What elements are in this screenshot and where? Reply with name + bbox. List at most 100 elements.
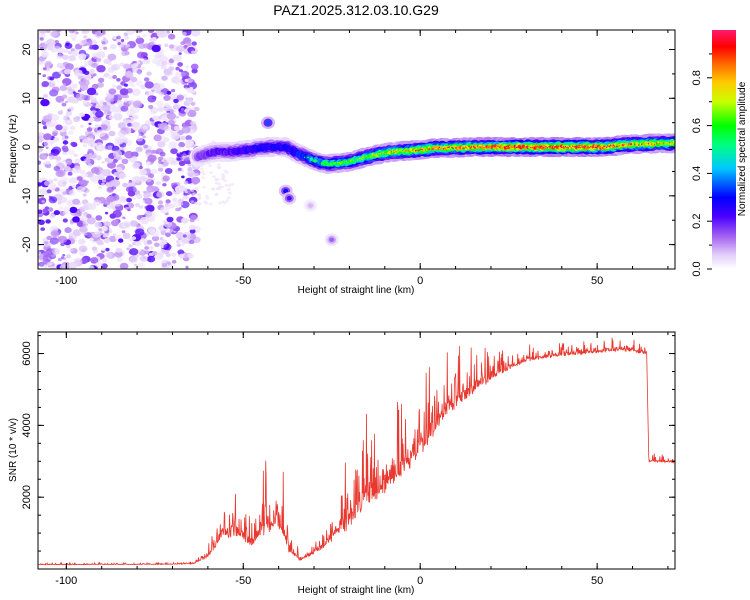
noise-speckle	[204, 201, 209, 205]
noise-speckle	[52, 199, 56, 202]
noise-speckle	[142, 135, 146, 139]
noise-speckle	[161, 75, 168, 81]
noise-speckle	[74, 165, 81, 170]
ridge-cell	[639, 143, 642, 146]
noise-speckle	[185, 65, 189, 69]
ridge-cell	[365, 155, 367, 158]
noise-speckle	[46, 38, 56, 47]
ridge-cell	[572, 145, 574, 147]
ridge-cell	[333, 162, 335, 165]
ridge-cell	[390, 150, 393, 153]
noise-speckle	[164, 43, 169, 47]
noise-speckle	[163, 95, 171, 101]
ridge-cell	[580, 145, 582, 148]
ridge-cell	[421, 148, 423, 151]
noise-speckle	[142, 43, 150, 49]
noise-speckle	[147, 30, 155, 33]
noise-speckle	[159, 91, 164, 96]
spectrogram-y-tick-label: 20	[21, 43, 33, 55]
noise-speckle	[192, 192, 197, 196]
ridge-cell	[587, 146, 589, 148]
noise-speckle	[227, 196, 231, 200]
ridge-cell	[361, 158, 363, 160]
ridge-cell	[604, 145, 606, 148]
noise-speckle	[163, 243, 172, 251]
ridge-cell	[595, 146, 598, 149]
noise-speckle	[83, 158, 91, 164]
noise-speckle	[67, 171, 73, 176]
noise-speckle	[182, 31, 187, 36]
noise-speckle	[96, 239, 104, 246]
noise-speckle	[133, 63, 139, 67]
noise-speckle	[147, 154, 157, 162]
noise-speckle	[176, 45, 185, 53]
noise-speckle	[38, 209, 43, 214]
ridge-cell	[387, 151, 390, 153]
noise-speckle	[41, 81, 50, 88]
ridge-cell	[431, 148, 434, 150]
ridge-cell	[307, 156, 310, 159]
noise-speckle	[139, 177, 146, 183]
noise-speckle	[53, 178, 58, 182]
noise-speckle	[62, 54, 69, 60]
noise-speckle	[42, 74, 46, 78]
noise-speckle	[45, 146, 49, 149]
ridge-cell	[591, 146, 594, 149]
noise-speckle	[187, 253, 195, 259]
ridge-cell	[381, 152, 383, 154]
noise-speckle	[173, 102, 182, 110]
noise-speckle	[159, 151, 166, 157]
ridge-cell	[570, 147, 572, 149]
noise-speckle	[45, 219, 51, 224]
ridge-cell	[340, 162, 342, 165]
ridge-cell	[376, 152, 379, 155]
ridge-cell	[603, 145, 605, 148]
noise-speckle	[105, 252, 113, 259]
colorbar-tick-label: 0.6	[691, 118, 703, 133]
noise-speckle	[214, 181, 219, 185]
side-blob	[283, 188, 289, 194]
noise-speckle	[145, 162, 152, 167]
noise-speckle	[119, 262, 129, 269]
noise-speckle	[108, 114, 114, 120]
noise-speckle	[222, 175, 226, 178]
noise-speckle	[142, 197, 147, 201]
ridge-cell	[362, 156, 365, 158]
noise-speckle	[168, 44, 175, 49]
noise-speckle	[134, 122, 141, 128]
ridge-cell	[629, 143, 632, 145]
ridge-cell	[663, 142, 665, 144]
noise-speckle	[65, 254, 72, 259]
noise-speckle	[55, 156, 62, 162]
snr-x-axis-label: Height of straight line (km)	[298, 585, 415, 596]
noise-speckle	[138, 133, 142, 136]
ridge-cell	[445, 146, 447, 148]
noise-speckle	[71, 83, 78, 89]
noise-speckle	[78, 53, 87, 60]
noise-speckle	[178, 146, 182, 150]
noise-speckle	[155, 51, 165, 59]
noise-speckle	[102, 233, 108, 238]
ridge-cell	[367, 156, 369, 158]
snr-panel: -100 -50 0 50 2000 4000 6000 Height of straigh…	[8, 331, 676, 596]
ridge-cell	[349, 159, 352, 162]
noise-speckle	[121, 230, 126, 234]
ridge-cell	[652, 142, 654, 144]
noise-speckle	[111, 192, 116, 197]
ridge-cell	[584, 145, 586, 148]
ridge-cell	[372, 154, 375, 157]
noise-speckle	[173, 125, 181, 131]
ridge-cell	[468, 145, 470, 148]
noise-speckle	[127, 190, 136, 197]
noise-speckle	[62, 94, 68, 99]
ridge-cell	[427, 148, 429, 150]
noise-speckle	[67, 149, 76, 156]
noise-speckle	[171, 88, 176, 93]
noise-speckle	[134, 88, 140, 93]
noise-speckle	[124, 222, 130, 227]
noise-speckle	[65, 90, 70, 94]
colorbar-tick-label: 0.8	[691, 70, 703, 85]
noise-speckle	[160, 239, 167, 245]
ridge-cell	[484, 146, 487, 148]
ridge-cell	[335, 162, 338, 165]
